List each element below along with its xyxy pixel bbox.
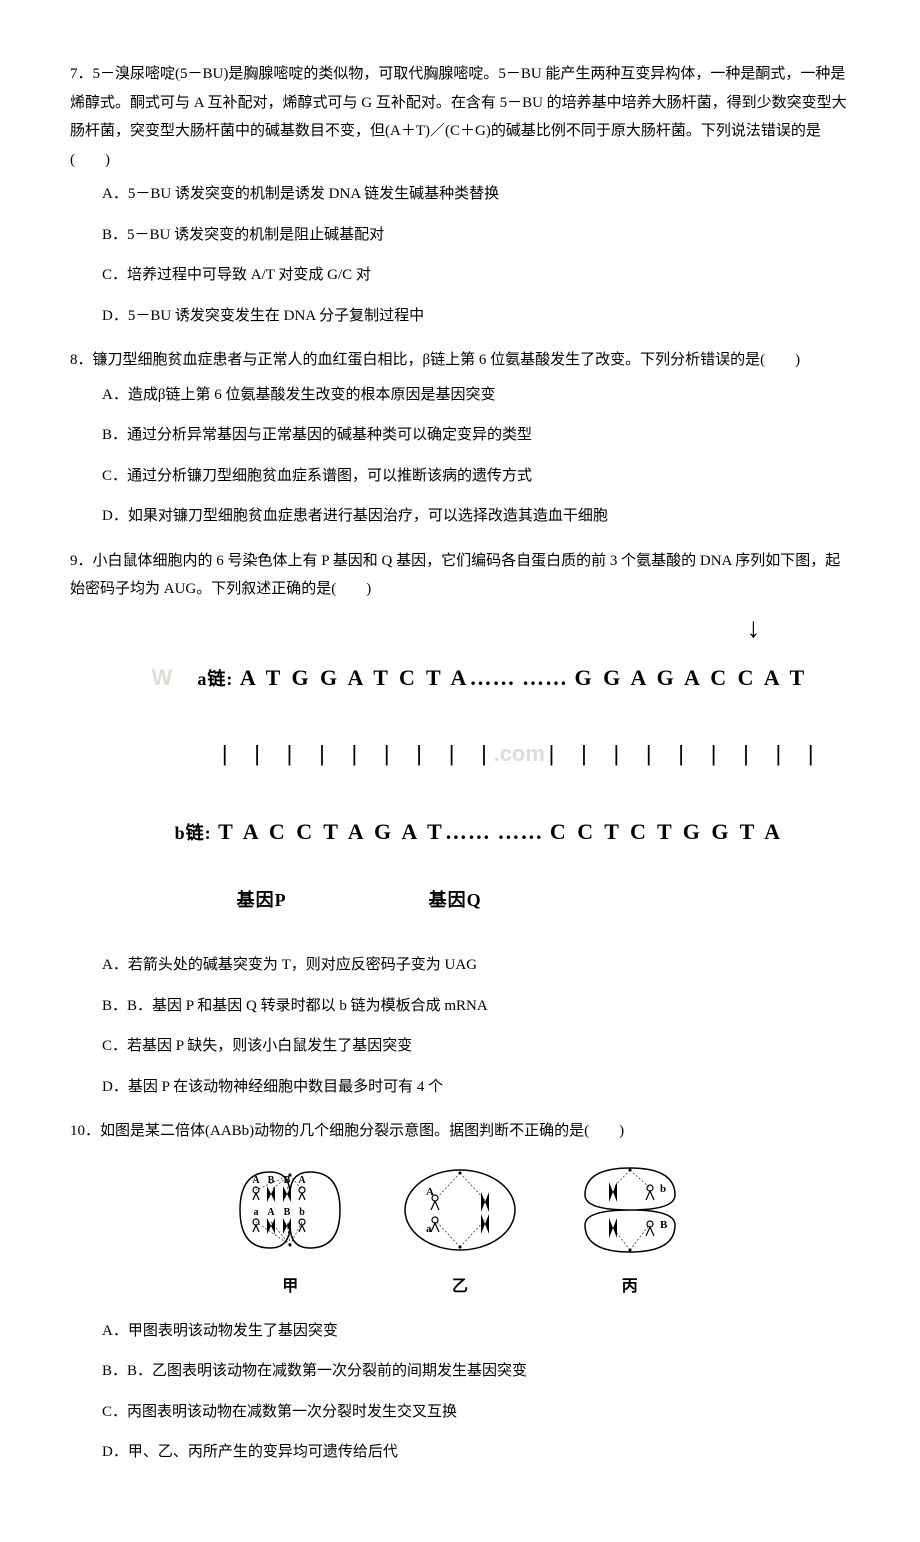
- gene-q-label: 基因Q: [429, 890, 482, 910]
- question-10: 10．如图是某二倍体(AABb)动物的几个细胞分裂示意图。据图判断不正确的是( …: [70, 1117, 850, 1466]
- q9-stem: 9．小白鼠体细胞内的 6 号染色体上有 P 基因和 Q 基因，它们编码各自蛋白质…: [70, 547, 850, 604]
- q7-stem: 7．5－溴尿嘧啶(5－BU)是胸腺嘧啶的类似物，可取代胸腺嘧啶。5－BU 能产生…: [70, 60, 850, 174]
- bing-b: b: [660, 1183, 666, 1195]
- yi-A: A: [426, 1186, 434, 1198]
- a-seq-p: A T G G A T C T A: [240, 665, 470, 690]
- q9-option-a: A．若箭头处的碱基突变为 T，则对应反密码子变为 UAG: [102, 951, 850, 980]
- q9-option-c: C．若基因 P 缺失，则该小白鼠发生了基因突变: [102, 1032, 850, 1061]
- caption-yi: 乙: [395, 1272, 525, 1302]
- q9-option-b: B．B．基因 P 和基因 Q 转录时都以 b 链为模板合成 mRNA: [102, 992, 850, 1021]
- q10-option-b: B．B．乙图表明该动物在减数第一次分裂前的间期发生基因突变: [102, 1357, 850, 1386]
- yi-a: a: [426, 1223, 432, 1235]
- dots-1: …… ……: [469, 665, 568, 690]
- q10-option-a: A．甲图表明该动物发生了基因突变: [102, 1317, 850, 1346]
- q8-option-b: B．通过分析异常基因与正常基因的碱基种类可以确定变异的类型: [102, 421, 850, 450]
- dots-2: …… ……: [445, 819, 544, 844]
- question-9: 9．小白鼠体细胞内的 6 号染色体上有 P 基因和 Q 基因，它们编码各自蛋白质…: [70, 547, 850, 1102]
- caption-jia: 甲: [225, 1272, 355, 1302]
- question-7: 7．5－溴尿嘧啶(5－BU)是胸腺嘧啶的类似物，可取代胸腺嘧啶。5－BU 能产生…: [70, 60, 850, 330]
- q10-option-c: C．丙图表明该动物在减数第一次分裂时发生交叉互换: [102, 1398, 850, 1427]
- cell-jia: A B B A a A B b 甲: [225, 1160, 355, 1303]
- q9-dna-figure: ↓ Wa链: A T G G A T C T A…… …… G G A G A …: [70, 618, 850, 938]
- q7-option-c: C．培养过程中可导致 A/T 对变成 G/C 对: [102, 261, 850, 290]
- jia-B1: B: [268, 1175, 275, 1186]
- q10-option-d: D．甲、乙、丙所产生的变异均可遗传给后代: [102, 1438, 850, 1467]
- b-chain-label: b链:: [152, 823, 212, 844]
- a-chain-label: a链:: [173, 669, 233, 690]
- gene-p-label: 基因P: [237, 890, 286, 910]
- q8-stem: 8．镰刀型细胞贫血症患者与正常人的血红蛋白相比，β链上第 6 位氨基酸发生了改变…: [70, 346, 850, 375]
- q10-stem: 10．如图是某二倍体(AABb)动物的几个细胞分裂示意图。据图判断不正确的是( …: [70, 1117, 850, 1146]
- q8-option-c: C．通过分析镰刀型细胞贫血症系谱图，可以推断该病的遗传方式: [102, 462, 850, 491]
- jia-A3: A: [268, 1207, 276, 1218]
- a-seq-q: G G A G A C C A T: [574, 665, 807, 690]
- pipes-q: | | | | | | | | |: [545, 743, 820, 768]
- cell-bing: b B 丙: [565, 1160, 695, 1303]
- q8-option-a: A．造成β链上第 6 位氨基酸发生改变的根本原因是基因突变: [102, 381, 850, 410]
- q7-option-a: A．5－BU 诱发突变的机制是诱发 DNA 链发生碱基种类替换: [102, 180, 850, 209]
- cell-yi: A a 乙: [395, 1160, 525, 1303]
- q7-option-d: D．5－BU 诱发突变发生在 DNA 分子复制过程中: [102, 302, 850, 331]
- watermark-right: .com: [494, 741, 545, 766]
- q7-options: A．5－BU 诱发突变的机制是诱发 DNA 链发生碱基种类替换 B．5－BU 诱…: [70, 180, 850, 330]
- q7-option-b: B．5－BU 诱发突变的机制是阻止碱基配对: [102, 221, 850, 250]
- arrow-down-icon: ↓: [100, 618, 821, 640]
- q8-options: A．造成β链上第 6 位氨基酸发生改变的根本原因是基因突变 B．通过分析异常基因…: [70, 381, 850, 531]
- q9-options: A．若箭头处的碱基突变为 T，则对应反密码子变为 UAG B．B．基因 P 和基…: [70, 951, 850, 1101]
- jia-A2: A: [299, 1175, 307, 1186]
- jia-a: a: [254, 1207, 259, 1218]
- bing-B: B: [660, 1219, 668, 1231]
- jia-A1: A: [253, 1175, 261, 1186]
- q8-option-d: D．如果对镰刀型细胞贫血症患者进行基因治疗，可以选择改造其造血干细胞: [102, 502, 850, 531]
- pipes-p: | | | | | | | | |: [218, 743, 493, 768]
- jia-B3: B: [284, 1207, 291, 1218]
- watermark-left: W: [152, 665, 174, 690]
- q10-options: A．甲图表明该动物发生了基因突变 B．B．乙图表明该动物在减数第一次分裂前的间期…: [70, 1317, 850, 1467]
- b-seq-q: C C T C T G G T A: [550, 819, 783, 844]
- caption-bing: 丙: [565, 1272, 695, 1302]
- q10-cells-figure: A B B A a A B b 甲: [70, 1160, 850, 1303]
- jia-b: b: [299, 1207, 305, 1218]
- q9-option-d: D．基因 P 在该动物神经细胞中数目最多时可有 4 个: [102, 1073, 850, 1102]
- b-seq-p: T A C C T A G A T: [218, 819, 445, 844]
- question-8: 8．镰刀型细胞贫血症患者与正常人的血红蛋白相比，β链上第 6 位氨基酸发生了改变…: [70, 346, 850, 531]
